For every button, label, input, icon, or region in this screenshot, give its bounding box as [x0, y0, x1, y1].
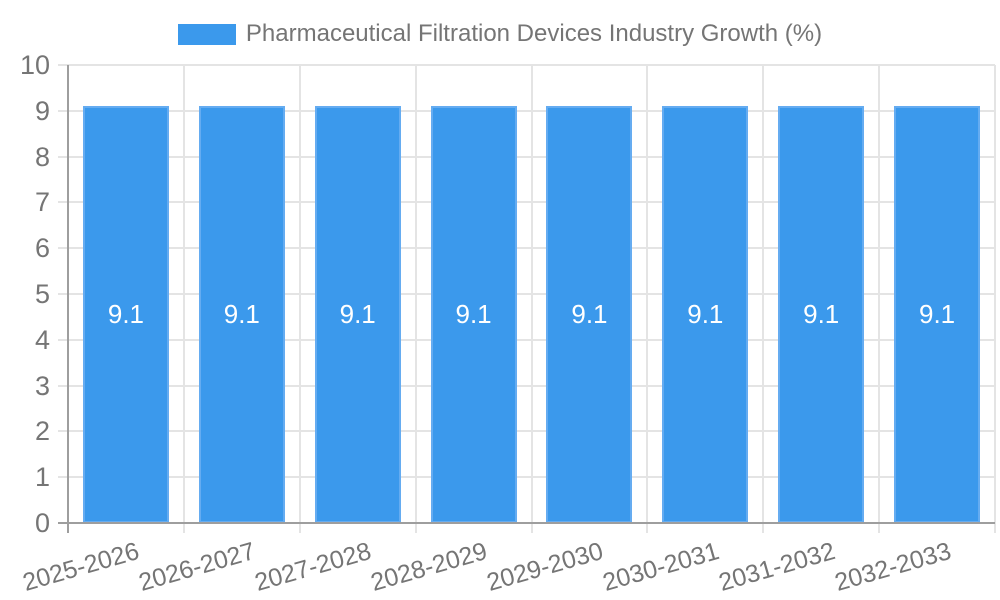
gridline-horizontal	[58, 476, 995, 479]
bar[interactable]: 9.1	[314, 106, 401, 523]
bar-value-label: 9.1	[223, 299, 260, 330]
gridline-horizontal	[58, 338, 995, 341]
bar[interactable]: 9.1	[894, 106, 981, 523]
gridline-horizontal	[58, 201, 995, 204]
y-tick-label: 10	[19, 50, 50, 80]
gridline-vertical	[878, 65, 881, 533]
gridline-vertical	[298, 65, 301, 533]
gridline-vertical	[762, 65, 765, 533]
x-tick-label: 2029-2030	[483, 537, 607, 597]
bar[interactable]: 9.1	[662, 106, 749, 523]
x-tick-label: 2027-2028	[251, 537, 375, 597]
chart-legend-item[interactable]: Pharmaceutical Filtration Devices Indust…	[0, 20, 1000, 48]
gridline-vertical	[530, 65, 533, 533]
y-tick-label: 0	[34, 508, 50, 538]
bar[interactable]: 9.1	[82, 106, 169, 523]
bar-value-label: 9.1	[571, 299, 608, 330]
bar[interactable]: 9.1	[546, 106, 633, 523]
y-tick-label: 6	[34, 233, 50, 264]
gridline-horizontal	[58, 430, 995, 433]
bar-value-label: 9.1	[455, 299, 492, 330]
y-axis-line	[67, 65, 69, 533]
y-tick-label: 8	[34, 141, 50, 172]
x-tick-label: 2032-2033	[831, 537, 954, 597]
bar-value-label: 9.1	[339, 299, 376, 330]
y-tick-label: 2	[34, 416, 50, 447]
y-tick-label: 9	[34, 95, 50, 126]
bar-value-label: 9.1	[803, 299, 840, 330]
gridline-vertical	[182, 65, 185, 533]
y-tick-label: 4	[34, 324, 50, 355]
gridline-horizontal	[58, 109, 995, 112]
x-tick-label: 2030-2031	[599, 537, 723, 597]
y-tick-label: 3	[34, 370, 50, 401]
y-tick-label: 7	[34, 187, 50, 218]
gridline-horizontal	[58, 384, 995, 387]
bar[interactable]: 9.1	[198, 106, 285, 523]
gridline-horizontal	[58, 155, 995, 158]
gridline-horizontal	[58, 64, 995, 66]
gridline-horizontal	[58, 293, 995, 295]
gridline-vertical	[646, 65, 649, 533]
bar[interactable]: 9.1	[430, 106, 517, 523]
bar-value-label: 9.1	[107, 299, 145, 330]
x-tick-label: 2025-2026	[20, 537, 143, 597]
bar-value-label: 9.1	[687, 299, 724, 330]
y-tick-label: 5	[34, 279, 50, 309]
legend-swatch	[177, 23, 236, 45]
y-tick-label: 1	[34, 462, 50, 493]
x-tick-label: 2031-2032	[715, 537, 838, 597]
legend-label: Pharmaceutical Filtration Devices Indust…	[245, 20, 823, 47]
bar-value-label: 9.1	[918, 299, 956, 330]
gridline-vertical	[414, 65, 417, 533]
x-axis-line	[58, 522, 995, 524]
gridline-vertical	[994, 65, 996, 533]
bar[interactable]: 9.1	[778, 106, 865, 523]
gridline-horizontal	[58, 247, 995, 250]
x-tick-label: 2028-2029	[367, 537, 491, 597]
x-tick-label: 2026-2027	[135, 537, 259, 597]
